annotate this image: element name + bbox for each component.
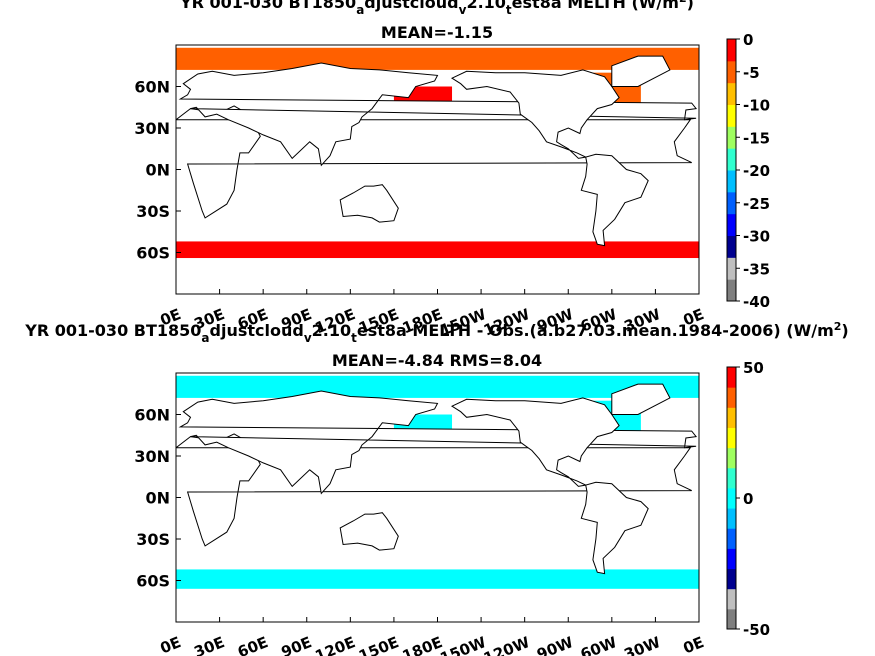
- y-tick-label: 60S: [136, 572, 170, 591]
- colorbar-segment: [727, 213, 736, 236]
- panel-title: YR 001-030 BT1850adjustcloudv2.10test8a …: [179, 0, 694, 17]
- colorbar-segment: [727, 39, 736, 62]
- colorbar-tick-label: -15: [743, 129, 770, 147]
- colorbar-segment: [727, 170, 736, 193]
- x-tick-label: 30W: [621, 633, 663, 656]
- panel-title: YR 001-030 BT1850adjustcloudv2.10test8a …: [24, 320, 848, 345]
- colorbar-tick-label: 0: [743, 31, 753, 49]
- colorbar-tick-label: -20: [743, 162, 770, 180]
- colorbar-tick-label: -35: [743, 260, 770, 278]
- colorbar-segment: [727, 447, 736, 469]
- data-region: [176, 569, 699, 589]
- continent-outline: [178, 62, 698, 167]
- y-tick-label: 60N: [134, 78, 170, 97]
- continent-outline: [450, 69, 649, 247]
- colorbar-segment: [727, 608, 736, 630]
- x-tick-label: 90E: [279, 633, 315, 656]
- x-tick-label: 150E: [356, 633, 401, 656]
- x-tick-label: 0E: [681, 633, 707, 656]
- data-region: [176, 241, 699, 259]
- colorbar-segment: [727, 407, 736, 428]
- colorbar-segment: [727, 387, 736, 408]
- colorbar-segment: [727, 235, 736, 258]
- panel-2: YR 001-030 BT1850adjustcloudv2.10test8a …: [24, 320, 848, 656]
- colorbar-tick-label: -30: [743, 228, 770, 246]
- y-tick-label: 30N: [134, 447, 170, 466]
- x-tick-label: 90W: [534, 633, 576, 656]
- colorbar-tick-label: -40: [743, 293, 770, 311]
- colorbar-segment: [727, 568, 736, 590]
- colorbar-segment: [727, 82, 736, 105]
- x-tick-label: 30E: [191, 633, 227, 656]
- colorbar-segment: [727, 279, 736, 302]
- data-region: [176, 47, 699, 70]
- colorbar-segment: [727, 528, 736, 549]
- coastlines: [176, 383, 698, 575]
- panel-subtitle: MEAN=-4.84 RMS=8.04: [332, 351, 542, 370]
- panel-1: YR 001-030 BT1850adjustcloudv2.10test8a …: [134, 0, 770, 340]
- data-region: [176, 375, 699, 398]
- x-tick-label: 120W: [481, 633, 533, 656]
- continent-outline: [178, 390, 698, 495]
- colorbar: 0 -5 -10 -15 -20 -25 -30 -35 -40: [726, 31, 770, 311]
- continent-outline: [611, 383, 671, 415]
- colorbar-segment: [727, 588, 736, 610]
- colorbar-tick-label: 0: [743, 490, 753, 508]
- colorbar-segment: [727, 467, 736, 489]
- colorbar: 50 0 -50: [726, 359, 770, 639]
- colorbar-segment: [727, 427, 736, 449]
- y-tick-label: 60N: [134, 406, 170, 425]
- colorbar-segment: [727, 191, 736, 215]
- colorbar-tick-label: -50: [743, 621, 770, 639]
- colorbar-segment: [727, 508, 736, 529]
- y-tick-label: 30S: [136, 530, 170, 549]
- continent-outline: [339, 184, 399, 223]
- colorbar-tick-label: 50: [743, 359, 764, 377]
- y-tick-label: 30S: [136, 202, 170, 221]
- colorbar-segment: [727, 548, 736, 570]
- colorbar-segment: [727, 126, 736, 149]
- x-tick-label: 60W: [578, 633, 620, 656]
- colorbar-segment: [727, 104, 736, 127]
- x-tick-label: 60E: [235, 633, 271, 656]
- y-tick-label: 60S: [136, 244, 170, 263]
- colorbar-segment: [727, 367, 736, 388]
- y-tick-label: 0N: [145, 161, 170, 180]
- colorbar-tick-label: -25: [743, 195, 770, 213]
- x-tick-label: 0E: [158, 633, 184, 656]
- continent-outline: [450, 397, 649, 575]
- coastlines: [176, 55, 698, 247]
- x-tick-label: 120E: [313, 633, 358, 656]
- y-tick-label: 30N: [134, 119, 170, 138]
- colorbar-segment: [727, 487, 736, 509]
- continent-outline: [339, 512, 399, 551]
- colorbar-tick-label: -5: [743, 64, 760, 82]
- colorbar-segment: [727, 148, 736, 171]
- colorbar-tick-label: -10: [743, 97, 770, 115]
- y-tick-label: 0N: [145, 489, 170, 508]
- continent-outline: [611, 55, 671, 87]
- colorbar-segment: [727, 257, 736, 280]
- panel-subtitle: MEAN=-1.15: [381, 23, 493, 42]
- colorbar-segment: [727, 60, 736, 84]
